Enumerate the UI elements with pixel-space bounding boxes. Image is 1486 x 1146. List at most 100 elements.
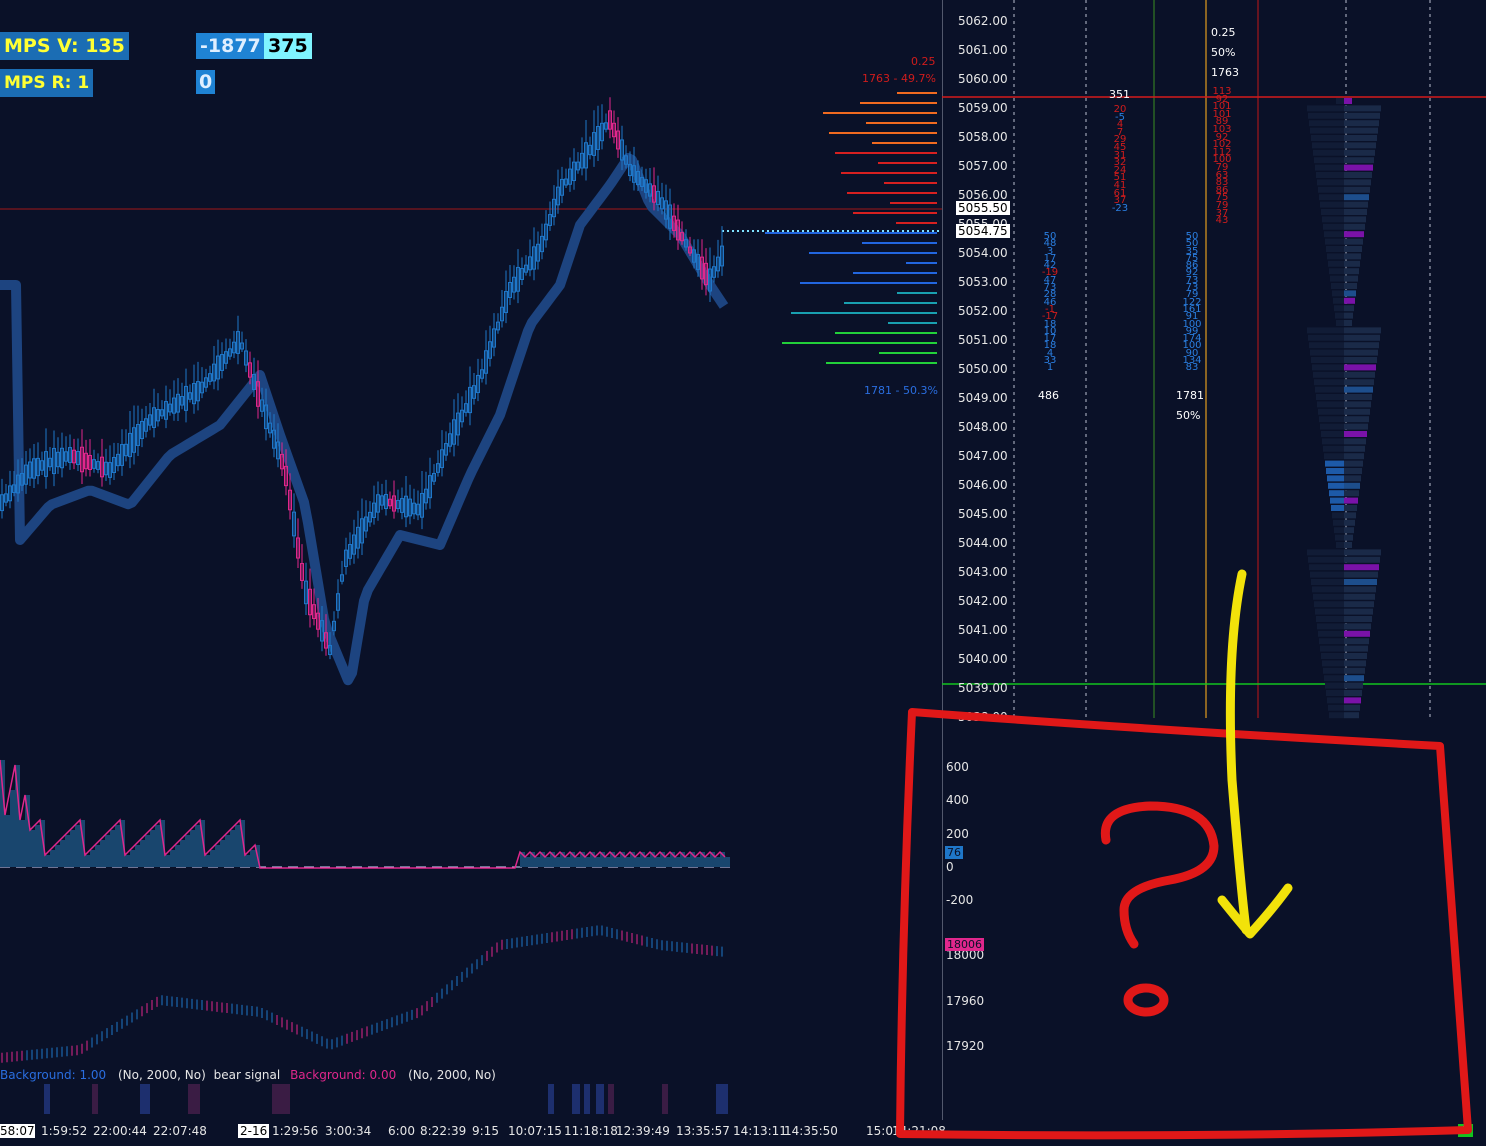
oscillator1-bar [220,840,225,867]
ladder-histogram-bar [1344,120,1379,127]
ladder-histogram-bar [1320,201,1344,208]
ladder-histogram-bar [1344,579,1377,585]
price-candle-body [544,223,548,241]
price-candle-body [236,331,240,354]
ladder-cell: 112 [1212,146,1232,158]
oscillator1-bar [605,857,610,867]
oscillator1-bar [250,850,255,867]
price-candle-body [680,232,684,242]
price-candle-body [132,427,136,453]
price-marker-last: 5054.75 [956,224,1010,238]
oscillator1-bar [95,845,100,867]
ladder-histogram-bar [1344,512,1356,519]
price-axis-label: 5053.00 [958,275,1008,289]
price-candle-body [40,460,44,471]
ladder-cell: 33 [1043,355,1057,367]
signal-background-bar [188,1084,200,1114]
ladder-histogram-bar [1308,556,1344,563]
ladder-histogram-bar [1336,98,1344,104]
ladder-cell: 83 [1215,177,1229,189]
oscillator1-bar [125,855,130,867]
oscillator1-bar [245,855,250,867]
ladder-histogram-bar [1323,223,1344,230]
price-candle-body [124,443,128,457]
ladder-cell: 37 [1113,195,1127,207]
ladder-histogram-bar [1344,482,1360,489]
oscillator1-bar [200,820,205,867]
price-candle-body [36,457,40,477]
price-candle-body [440,449,444,469]
price-candle-body [508,282,512,298]
price-candle-body [272,429,276,449]
ladder-histogram-bar [1344,364,1376,371]
price-candle-body [204,377,208,388]
price-candle-body [284,465,288,487]
oscillator1-bar [560,852,565,867]
ladder-cell: 103 [1212,123,1232,135]
ladder-cell: 86 [1215,184,1229,196]
oscillator1-bar [235,825,240,867]
ladder-histogram-bar [1344,290,1356,297]
price-candle-body [120,444,124,466]
price-candle-body [704,262,708,286]
ladder-histogram-bar [1329,268,1344,275]
ladder-cell: 17 [1043,252,1057,264]
oscillator1-bar [720,852,725,867]
price-candle-body [444,443,448,456]
oscillator1-bar [620,852,625,867]
price-candle-body [52,447,56,475]
ladder-cell: 113 [1212,86,1232,97]
ladder-cell: 42 [1043,260,1057,272]
time-axis-label: 22:00:44 [93,1124,147,1138]
oscillator1-bar [705,857,710,867]
price-candle-body [192,383,196,405]
ladder-histogram-bar [1328,482,1344,489]
ladder-histogram-bar [1332,512,1344,519]
ladder-histogram-bar [1344,505,1357,511]
price-candle-body [224,351,228,364]
price-candle-body [44,451,48,477]
ladder-histogram-bar [1344,653,1367,659]
price-candle-body [404,495,408,518]
oscillator1-bar [580,852,585,867]
ladder-histogram-bar [1344,149,1375,156]
price-ladder[interactable] [942,0,1486,1120]
oscillator2-axis-label: 17960 [946,994,985,1008]
price-axis-label: 5045.00 [958,507,1008,521]
price-candle-body [320,620,324,642]
ladder-col2-bottom-val: 1781 [1176,389,1204,402]
ladder-histogram-bar [1344,571,1378,578]
price-candle-body [244,350,248,366]
price-candle-body [316,612,320,630]
price-candle-body [248,362,252,378]
price-axis-label: 5050.00 [958,362,1008,376]
ladder-histogram-bar [1344,453,1364,460]
oscillator1-bar [630,852,635,867]
price-candle-body [72,449,76,464]
signal-background-bar [272,1084,290,1114]
ladder-histogram-bar [1311,357,1344,363]
ladder-cell: 50 [1043,231,1057,242]
signal-background-bar [608,1084,614,1114]
ladder-histogram-bar [1344,586,1376,593]
ladder-histogram-bar [1319,194,1344,201]
time-axis-label: 10:07:15 [508,1124,562,1138]
ladder-histogram-bar [1321,209,1344,215]
ladder-histogram-bar [1308,112,1344,119]
price-axis-label: 5057.00 [958,159,1008,173]
ladder-histogram-bar [1344,172,1372,178]
ladder-cell: 50 [1185,238,1199,250]
profile-bottom-label: 1781 - 50.3% [864,384,938,397]
ladder-histogram-bar [1323,667,1344,674]
price-chart[interactable] [0,0,942,1120]
corner-badge[interactable]: E [1458,1124,1473,1137]
time-axis-label: 2-16 [238,1124,270,1138]
ladder-histogram-bar [1344,194,1369,201]
ladder-cell: 86 [1185,260,1199,272]
price-candle-body [432,472,436,482]
ladder-histogram-bar [1310,349,1344,356]
price-candle-body [644,179,648,193]
price-candle-body [488,341,492,359]
price-candle-body [636,170,640,186]
price-candle-body [536,243,540,262]
